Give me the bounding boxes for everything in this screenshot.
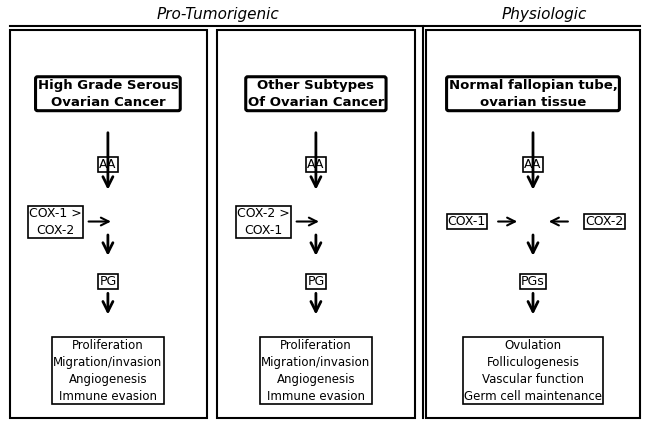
Bar [217,30,415,418]
Text: PGs: PGs [521,275,545,288]
Text: PG: PG [307,275,324,288]
Text: AA: AA [99,158,116,170]
Text: Other Subtypes
Of Ovarian Cancer: Other Subtypes Of Ovarian Cancer [248,79,384,109]
Text: Normal fallopian tube,
ovarian tissue: Normal fallopian tube, ovarian tissue [448,79,618,109]
Text: Pro-Tumorigenic: Pro-Tumorigenic [157,7,279,23]
Text: Proliferation
Migration/invasion
Angiogenesis
Immune evasion: Proliferation Migration/invasion Angioge… [53,339,162,403]
Text: COX-2 >
COX-1: COX-2 > COX-1 [237,207,290,236]
Text: AA: AA [525,158,541,170]
Text: Ovulation
Folliculogenesis
Vascular function
Germ cell maintenance: Ovulation Folliculogenesis Vascular func… [464,339,602,403]
Text: AA: AA [307,158,324,170]
Text: COX-2: COX-2 [586,215,623,228]
Bar [426,30,640,418]
Text: Proliferation
Migration/invasion
Angiogenesis
Immune evasion: Proliferation Migration/invasion Angioge… [261,339,370,403]
Text: PG: PG [99,275,116,288]
Text: Physiologic: Physiologic [502,7,588,23]
Text: COX-1 >
COX-2: COX-1 > COX-2 [29,207,82,236]
Bar [10,30,207,418]
Text: COX-1: COX-1 [448,215,486,228]
Text: High Grade Serous
Ovarian Cancer: High Grade Serous Ovarian Cancer [38,79,178,109]
